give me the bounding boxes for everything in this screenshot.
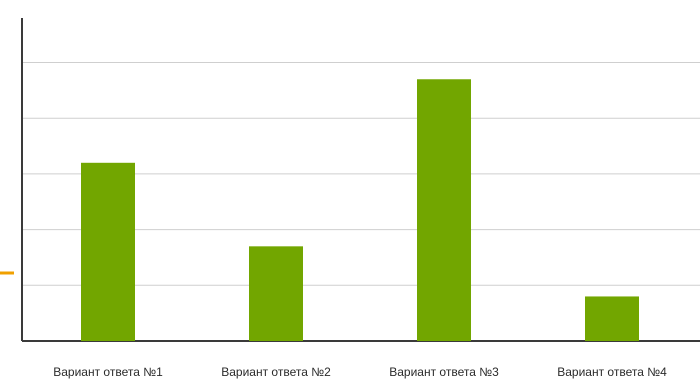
bar-1 [81, 162, 135, 341]
x-tick-label: Вариант ответа №4 [557, 365, 667, 379]
bar-2 [249, 246, 303, 341]
bars [81, 79, 639, 342]
bar-3 [417, 79, 471, 342]
x-axis-labels: Вариант ответа №1 Вариант ответа №2 Вариан… [53, 365, 667, 379]
x-tick-label: Вариант ответа №3 [389, 365, 499, 379]
bar-4 [585, 296, 639, 341]
x-tick-label: Вариант ответа №1 [53, 365, 163, 379]
x-tick-label: Вариант ответа №2 [221, 365, 331, 379]
